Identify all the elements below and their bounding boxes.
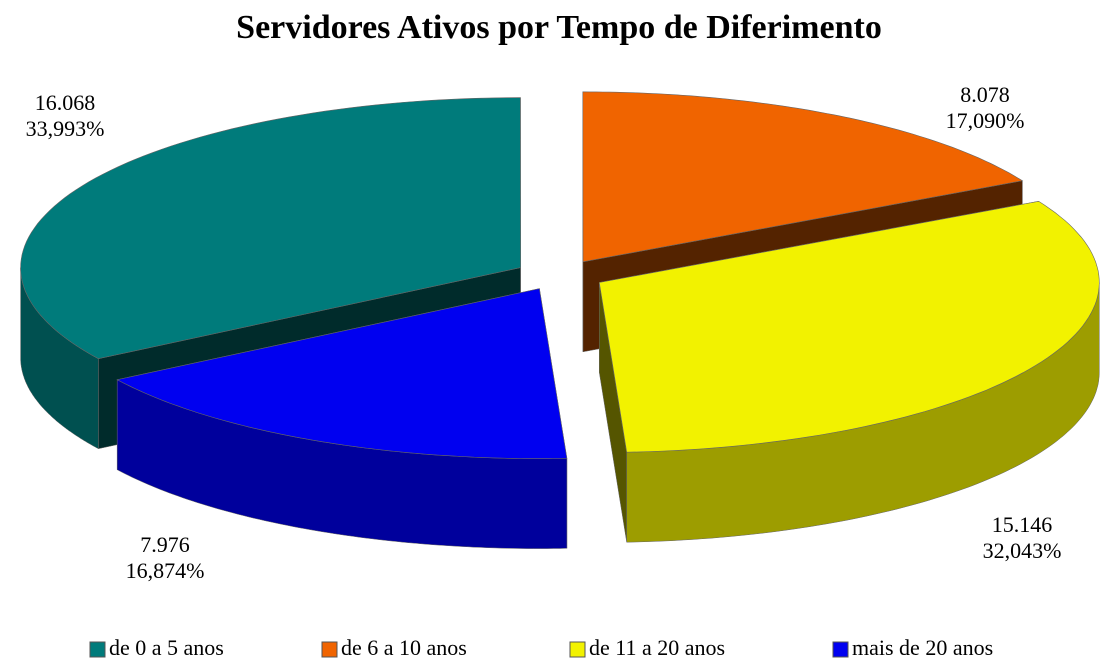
data-label: 17,090% <box>946 108 1025 133</box>
legend-swatch <box>321 641 338 658</box>
legend-swatch <box>832 641 849 658</box>
data-label: 15.146 <box>992 512 1053 537</box>
slice-top <box>582 91 1024 263</box>
legend-swatch <box>89 641 106 658</box>
slice-top <box>598 200 1100 453</box>
data-label: 16,874% <box>126 558 205 583</box>
slice-top <box>20 97 521 360</box>
data-label: 33,993% <box>26 116 105 141</box>
data-label: 16.068 <box>35 90 96 115</box>
slice <box>116 288 568 549</box>
slice <box>598 200 1100 543</box>
legend-label: mais de 20 anos <box>852 635 993 660</box>
legend-label: de 11 a 20 anos <box>589 635 725 660</box>
slice-top <box>116 288 568 459</box>
chart-title: Servidores Ativos por Tempo de Diferimen… <box>236 9 882 46</box>
legend-swatch <box>569 641 586 658</box>
data-label: 7.976 <box>140 532 190 557</box>
legend-label: de 0 a 5 anos <box>109 635 224 660</box>
legend-label: de 6 a 10 anos <box>341 635 467 660</box>
data-label: 8.078 <box>960 82 1010 107</box>
data-label: 32,043% <box>983 538 1062 563</box>
